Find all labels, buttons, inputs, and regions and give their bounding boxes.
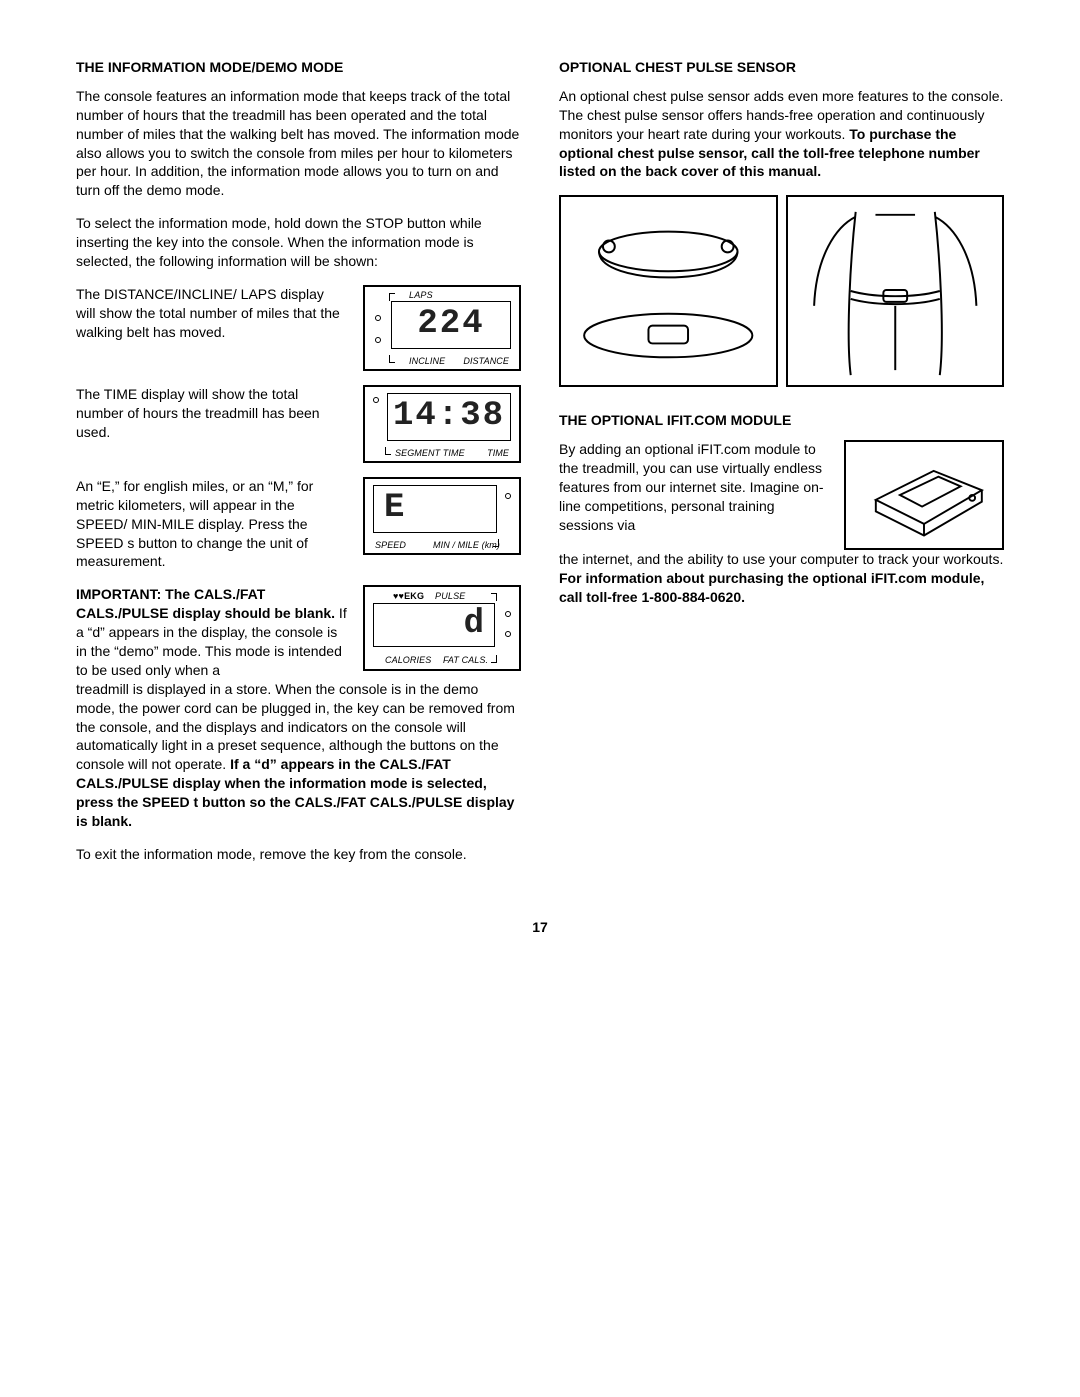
left-heading: THE INFORMATION MODE/DEMO MODE bbox=[76, 58, 521, 77]
d4-bot-right: FAT CALS. bbox=[443, 654, 488, 666]
d1-text: The DISTANCE/INCLINE/ LAPS display will … bbox=[76, 285, 347, 342]
left-column: THE INFORMATION MODE/DEMO MODE The conso… bbox=[76, 58, 521, 878]
module-icon bbox=[846, 442, 1002, 548]
r-p2b: the internet, and the ability to use you… bbox=[559, 551, 1003, 567]
d4-lead-bold: IMPORTANT: The CALS./FAT CALS./PULSE dis… bbox=[76, 586, 335, 621]
chest-strap-icon bbox=[561, 197, 776, 385]
right-heading2: THE OPTIONAL IFIT.COM MODULE bbox=[559, 411, 1004, 430]
left-p2: To select the information mode, hold dow… bbox=[76, 214, 521, 271]
r-p2a: By adding an optional iFIT.com module to… bbox=[559, 440, 830, 534]
d1-bot-right: DISTANCE bbox=[463, 355, 509, 367]
page-number: 17 bbox=[76, 918, 1004, 937]
left-p4: treadmill is displayed in a store. When … bbox=[76, 680, 521, 831]
r-p2c: For information about purchasing the opt… bbox=[559, 570, 984, 605]
d2-bot-right: TIME bbox=[487, 447, 509, 459]
ifit-module-illustration bbox=[844, 440, 1004, 550]
display-distance-incline-laps: LAPS 224 INCLINE DISTANCE bbox=[363, 285, 521, 371]
d1-top-label: LAPS bbox=[409, 289, 433, 301]
left-p1: The console features an information mode… bbox=[76, 87, 521, 200]
d2-text: The TIME display will show the total num… bbox=[76, 385, 347, 442]
d4-text: IMPORTANT: The CALS./FAT CALS./PULSE dis… bbox=[76, 585, 347, 679]
d1-bot-left: INCLINE bbox=[409, 355, 445, 367]
d1-value: 224 bbox=[392, 302, 510, 346]
d4-ekg-icon: ♥♥EKG bbox=[393, 590, 424, 602]
d3-bot-right: MIN / MILE (km) bbox=[433, 539, 500, 551]
right-column: OPTIONAL CHEST PULSE SENSOR An optional … bbox=[559, 58, 1004, 878]
right-p2b: the internet, and the ability to use you… bbox=[559, 550, 1004, 607]
chest-strap-illustration bbox=[559, 195, 778, 387]
d3-text: An “E,” for english miles, or an “M,” fo… bbox=[76, 477, 347, 571]
d2-value: 14:38 bbox=[388, 394, 510, 438]
d3-bot-left: SPEED bbox=[375, 539, 406, 551]
d4-bot-left: CALORIES bbox=[385, 654, 431, 666]
display-cals-pulse: ♥♥EKG PULSE d CALORIES FAT CALS. bbox=[363, 585, 521, 671]
d2-bot-left: SEGMENT TIME bbox=[395, 447, 465, 459]
d4-value: d bbox=[374, 604, 494, 644]
right-p1: An optional chest pulse sensor adds even… bbox=[559, 87, 1004, 181]
torso-illustration bbox=[786, 195, 1005, 387]
torso-icon bbox=[788, 197, 1003, 385]
left-p5: To exit the information mode, remove the… bbox=[76, 845, 521, 864]
display-speed: E SPEED MIN / MILE (km) bbox=[363, 477, 521, 555]
display-time: 14:38 SEGMENT TIME TIME bbox=[363, 385, 521, 463]
d3-value: E bbox=[374, 486, 496, 530]
d4-top-right: PULSE bbox=[435, 590, 466, 602]
right-heading1: OPTIONAL CHEST PULSE SENSOR bbox=[559, 58, 1004, 77]
